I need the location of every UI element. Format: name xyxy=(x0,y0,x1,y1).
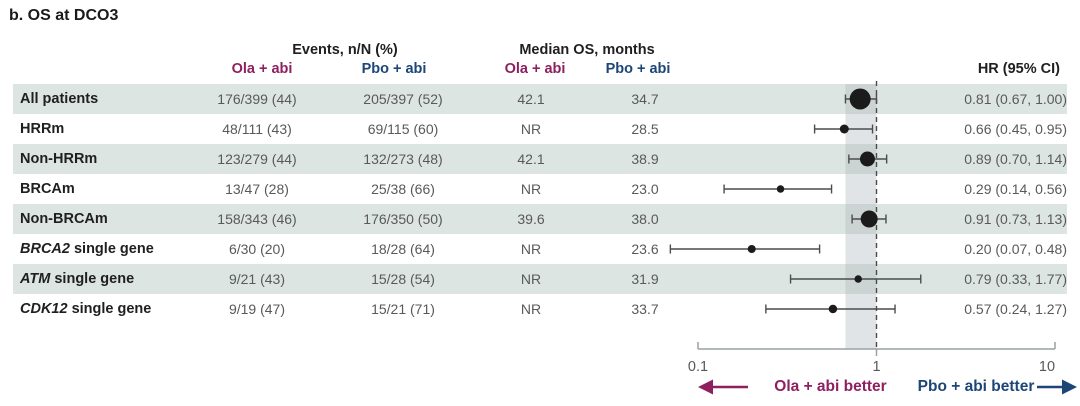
events-ola-cell: 13/47 (28) xyxy=(225,181,289,197)
table-row: CDK12 single gene 9/19 (47) 15/21 (71) NR 33… xyxy=(13,294,1067,324)
median-ola-cell: NR xyxy=(520,301,542,317)
events-ola-cell: 9/21 (43) xyxy=(228,271,286,287)
subgroup-label: ATM single gene xyxy=(20,271,135,287)
table-row: Non-BRCAm 158/343 (46) 176/350 (50) 39.6 38.… xyxy=(13,204,1067,234)
events-ola-cell: 9/19 (47) xyxy=(228,301,286,317)
events-pbo-header: Pbo + abi xyxy=(361,61,427,77)
hr-ci-cell: 0.79 (0.33, 1.77) xyxy=(964,271,1067,287)
hr-ci-cell: 0.89 (0.70, 1.14) xyxy=(964,151,1067,167)
median-pbo-cell: 38.0 xyxy=(631,211,659,227)
median-ola-cell: NR xyxy=(520,241,542,257)
subgroup-label: Non-HRRm xyxy=(20,151,98,167)
pbo-better-label: Pbo + abi better xyxy=(917,378,1035,395)
events-pbo-cell: 18/28 (64) xyxy=(371,241,435,257)
subgroup-label: BRCA2 single gene xyxy=(20,241,154,257)
table-row: ATM single gene 9/21 (43) 15/28 (54) NR 31.9… xyxy=(13,264,1067,294)
events-pbo-cell: 15/28 (54) xyxy=(371,271,435,287)
table-row: BRCA2 single gene 6/30 (20) 18/28 (64) NR 23… xyxy=(13,234,1067,264)
events-pbo-cell: 15/21 (71) xyxy=(371,301,435,317)
table-row: Non-HRRm 123/279 (44) 132/273 (48) 42.1 38.9… xyxy=(13,144,1067,174)
panel-title: b. OS at DCO3 xyxy=(9,7,119,24)
events-pbo-cell: 176/350 (50) xyxy=(363,211,443,227)
subgroup-label: Non-BRCAm xyxy=(20,211,108,227)
median-pbo-header: Pbo + abi xyxy=(605,61,671,77)
subgroup-label: CDK12 single gene xyxy=(20,301,152,317)
hr-ci-cell: 0.81 (0.67, 1.00) xyxy=(964,91,1067,107)
median-ola-cell: NR xyxy=(520,271,542,287)
median-pbo-cell: 34.7 xyxy=(631,91,659,107)
median-ola-cell: 42.1 xyxy=(517,91,545,107)
hr-ci-cell: 0.57 (0.24, 1.27) xyxy=(964,301,1067,317)
hr-ci-cell: 0.91 (0.73, 1.13) xyxy=(964,211,1067,227)
hr-ci-cell: 0.66 (0.45, 0.95) xyxy=(964,121,1067,137)
subgroup-label: All patients xyxy=(20,91,99,107)
events-pbo-cell: 205/397 (52) xyxy=(363,91,443,107)
events-pbo-cell: 132/273 (48) xyxy=(363,151,443,167)
median-ola-cell: NR xyxy=(520,181,542,197)
events-group-header: Events, n/N (%) xyxy=(292,42,398,58)
median-pbo-cell: 31.9 xyxy=(631,271,659,287)
events-ola-cell: 176/399 (44) xyxy=(217,91,297,107)
subgroup-label: BRCAm xyxy=(20,181,75,197)
table-row: HRRm 48/111 (43) 69/115 (60) NR 28.5 0.66 (0.… xyxy=(13,114,1067,144)
ola-better-label: Ola + abi better xyxy=(774,378,887,395)
median-ola-cell: NR xyxy=(520,121,542,137)
median-ola-cell: 39.6 xyxy=(517,211,545,227)
median-pbo-cell: 33.7 xyxy=(631,301,659,317)
median-pbo-cell: 23.0 xyxy=(631,181,659,197)
table-row: All patients 176/399 (44) 205/397 (52) 42.1… xyxy=(13,84,1067,114)
median-ola-cell: 42.1 xyxy=(517,151,545,167)
median-group-header: Median OS, months xyxy=(519,42,655,58)
events-ola-cell: 158/343 (46) xyxy=(217,211,297,227)
events-ola-cell: 6/30 (20) xyxy=(228,241,286,257)
events-pbo-cell: 25/38 (66) xyxy=(371,181,435,197)
events-ola-cell: 48/111 (43) xyxy=(222,121,292,137)
hr-ci-cell: 0.29 (0.14, 0.56) xyxy=(964,181,1067,197)
median-pbo-cell: 38.9 xyxy=(631,151,659,167)
median-pbo-cell: 23.6 xyxy=(631,241,659,257)
hr-ci-cell: 0.20 (0.07, 0.48) xyxy=(964,241,1067,257)
median-pbo-cell: 28.5 xyxy=(631,121,659,137)
events-ola-header: Ola + abi xyxy=(231,61,293,77)
events-pbo-cell: 69/115 (60) xyxy=(367,121,439,137)
events-ola-cell: 123/279 (44) xyxy=(217,151,297,167)
table-row: BRCAm 13/47 (28) 25/38 (66) NR 23.0 0.29 (0.1… xyxy=(13,174,1067,204)
subgroup-label: HRRm xyxy=(20,121,65,137)
hr-column-header: HR (95% CI) xyxy=(977,61,1060,77)
median-ola-header: Ola + abi xyxy=(504,61,566,77)
